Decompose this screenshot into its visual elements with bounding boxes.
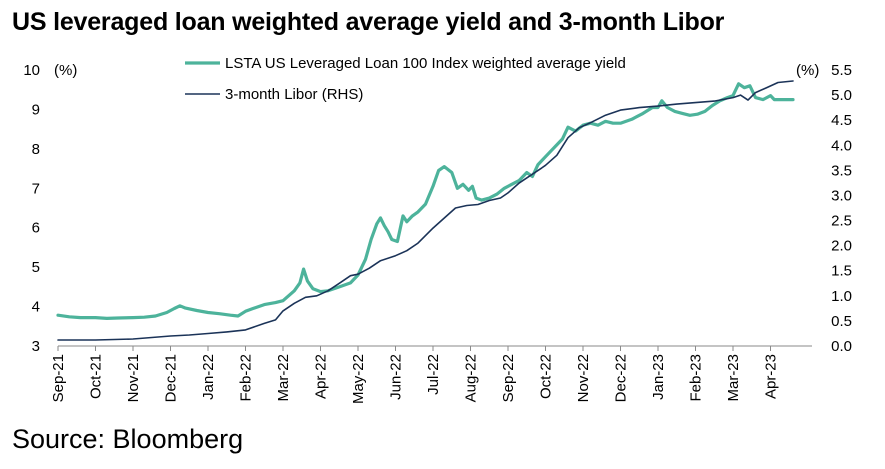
axes: Sep-21 Oct-21 Nov-21 Dec-21 Jan-22 Feb-22 Mar-… xyxy=(23,62,852,404)
x-tick-label: Sep-22 xyxy=(500,354,517,402)
x-tick-label: Apr-22 xyxy=(313,354,330,399)
right-y-tick-label: 0.5 xyxy=(831,313,852,330)
x-tick-label: Mar-23 xyxy=(725,354,742,402)
x-tick-label: Feb-23 xyxy=(688,354,705,402)
right-y-tick-label: 0.0 xyxy=(831,338,852,355)
x-tick-label: Mar-22 xyxy=(275,354,292,402)
x-tick-label: Dec-21 xyxy=(163,354,180,402)
right-y-tick-label: 5.0 xyxy=(831,87,852,104)
left-axis-unit: (%) xyxy=(54,62,77,79)
right-y-tick-label: 1.0 xyxy=(831,288,852,305)
x-tick-label: Oct-21 xyxy=(88,354,105,399)
x-tick-label: Sep-21 xyxy=(50,354,67,402)
left-y-tick-label: 10 xyxy=(23,62,40,79)
loan-yield-line xyxy=(56,82,795,320)
x-tick-label: Nov-22 xyxy=(575,354,592,402)
left-y-tick-label: 8 xyxy=(32,141,40,158)
left-y-tick-label: 3 xyxy=(32,338,40,355)
left-y-tick-label: 6 xyxy=(32,220,40,237)
plot-area xyxy=(56,80,795,341)
right-y-tick-label: 4.5 xyxy=(831,112,852,129)
legend: LSTA US Leveraged Loan 100 Index weighte… xyxy=(185,55,626,103)
x-tick-label: Aug-22 xyxy=(463,354,480,402)
x-tick-label: Nov-21 xyxy=(125,354,142,402)
x-tick-label: Jun-22 xyxy=(388,354,405,400)
left-y-tick-label: 5 xyxy=(32,259,40,276)
x-tick-label: Jul-22 xyxy=(425,354,442,395)
right-y-tick-label: 1.5 xyxy=(831,263,852,280)
right-y-tick-label: 3.0 xyxy=(831,187,852,204)
legend-label-loan-yield-line: LSTA US Leveraged Loan 100 Index weighte… xyxy=(225,55,626,72)
x-tick-label: May-22 xyxy=(350,354,367,404)
right-y-tick-label: 2.5 xyxy=(831,213,852,230)
x-tick-label: Dec-22 xyxy=(613,354,630,402)
right-y-tick-label: 2.0 xyxy=(831,238,852,255)
x-tick-label: Apr-23 xyxy=(763,354,780,399)
legend-label-libor-line: 3-month Libor (RHS) xyxy=(225,86,363,103)
right-y-tick-label: 5.5 xyxy=(831,62,852,79)
right-axis-unit: (%) xyxy=(796,62,819,79)
chart-title: US leveraged loan weighted average yield… xyxy=(12,8,725,36)
x-tick-label: Oct-22 xyxy=(538,354,555,399)
left-y-tick-label: 4 xyxy=(32,299,40,316)
libor-line xyxy=(57,80,794,341)
left-y-tick-label: 7 xyxy=(32,180,40,197)
x-tick-label: Feb-22 xyxy=(238,354,255,402)
source-note: Source: Bloomberg xyxy=(12,424,244,454)
right-y-tick-label: 4.0 xyxy=(831,137,852,154)
x-tick-label: Jan-22 xyxy=(200,354,217,400)
left-y-tick-label: 9 xyxy=(32,101,40,118)
right-y-tick-label: 3.5 xyxy=(831,162,852,179)
x-tick-label: Jan-23 xyxy=(650,354,667,400)
